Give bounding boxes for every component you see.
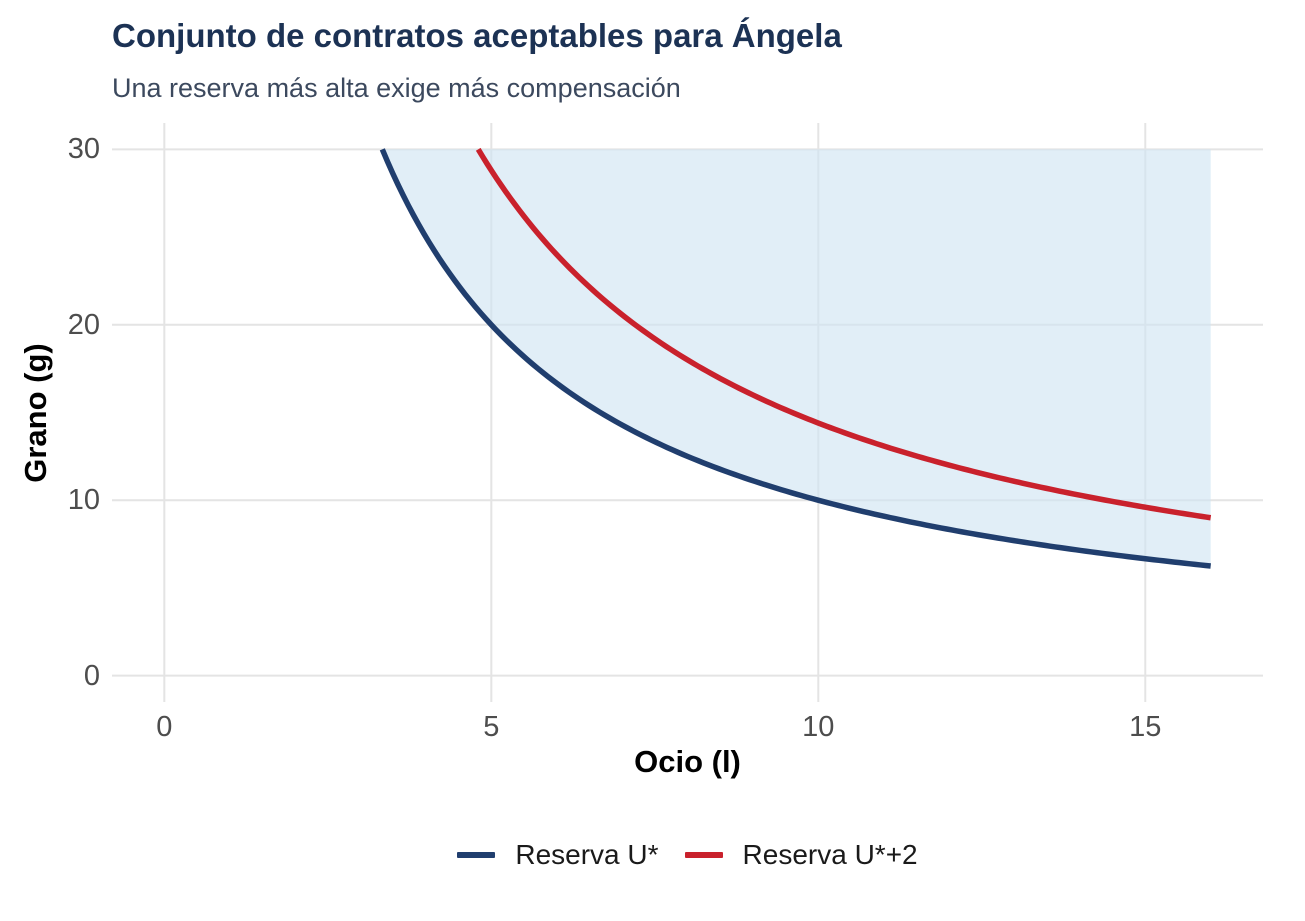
legend-key-line — [684, 852, 723, 858]
y-tick-label: 0 — [83, 659, 100, 692]
legend-item: Reserva U*+2 — [684, 838, 918, 872]
x-tick-label: 10 — [802, 711, 835, 743]
legend-key-line — [457, 852, 496, 858]
y-tick-label: 30 — [67, 133, 100, 166]
curve-series-1 — [475, 147, 1212, 521]
x-tick-label: 15 — [1129, 711, 1162, 743]
legend-item: Reserva U* — [457, 838, 659, 872]
y-tick-label: 20 — [67, 308, 100, 341]
x-tick-label: 0 — [156, 711, 173, 743]
curve-series-0 — [379, 148, 1211, 569]
acceptable-contracts-shaded-region — [382, 149, 1211, 567]
chart-title: Conjunto de contratos aceptables para Án… — [112, 17, 842, 54]
x-tick-label: 5 — [483, 711, 500, 743]
y-tick-label: 10 — [67, 484, 100, 517]
chart-subtitle: Una reserva más alta exige más compensac… — [112, 73, 681, 103]
legend-label: Reserva U*+2 — [742, 839, 918, 870]
x-axis-title: Ocio (l) — [634, 744, 741, 779]
legend-label: Reserva U* — [515, 839, 659, 870]
y-axis-title: Grano (g) — [18, 343, 53, 483]
legend: Reserva U* Reserva U*+2 — [112, 838, 1263, 872]
